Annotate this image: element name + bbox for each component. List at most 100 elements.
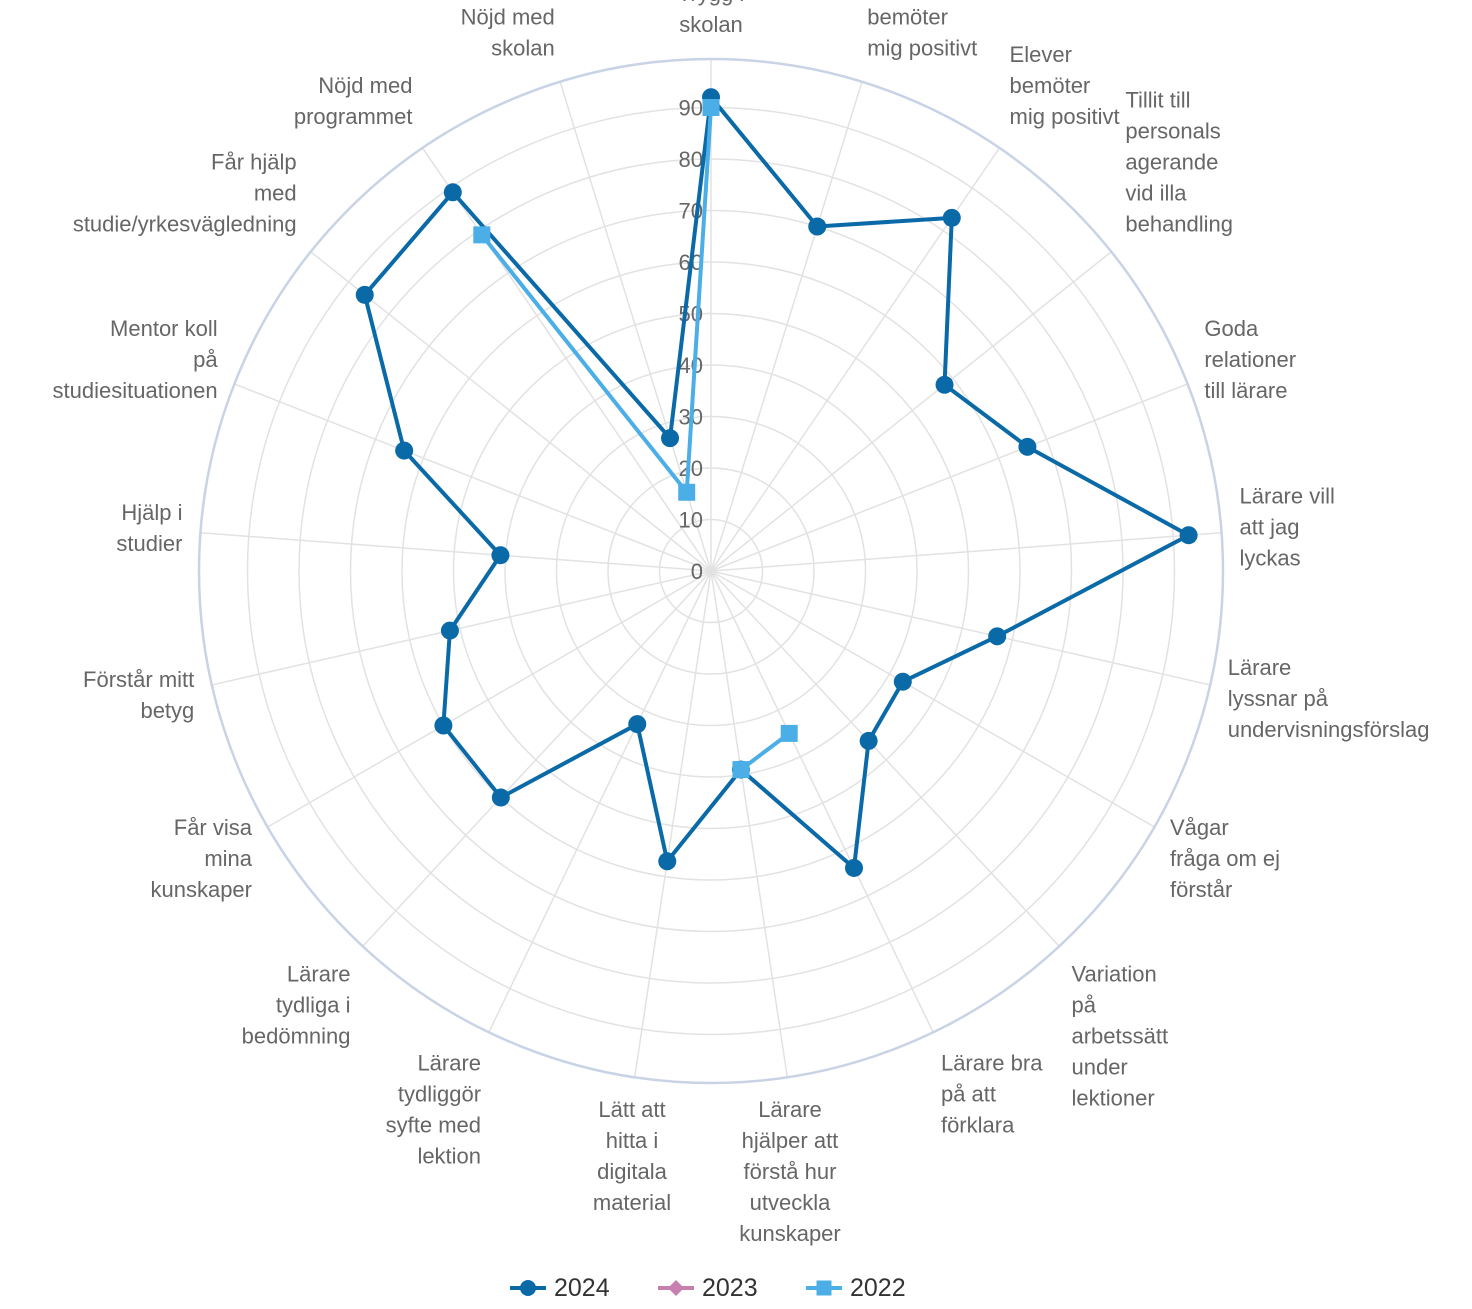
series-line-segment (900, 634, 1000, 684)
legend-item-2024[interactable]: 2024 (510, 1274, 610, 1302)
radial-tick-label: 40 (679, 353, 703, 378)
category-label: Vågar fråga om ej förstår (1170, 815, 1280, 902)
category-label: Lärare tydliggör syfte med lektion (386, 1051, 481, 1169)
data-point[interactable] (395, 441, 414, 460)
legend-marker (520, 1280, 536, 1296)
radial-tick-label: 90 (679, 96, 703, 121)
series-line-segment (498, 722, 640, 800)
data-point[interactable] (1018, 437, 1037, 456)
radial-tick-label: 80 (679, 147, 703, 172)
category-label: Förstår mitt betyg (83, 667, 194, 723)
grid-spoke (488, 570, 712, 1033)
series-line-segment (668, 95, 713, 441)
series-line-segment (362, 190, 455, 297)
series-line-segment (709, 95, 820, 229)
series-line-segment (635, 722, 670, 864)
grid-spoke (710, 570, 789, 1078)
data-point[interactable] (808, 217, 827, 236)
data-point[interactable] (935, 375, 954, 394)
category-label: Nöjd med programmet (294, 73, 413, 129)
legend-item-2022[interactable]: 2022 (806, 1274, 906, 1302)
data-point[interactable] (859, 731, 878, 750)
legend-label: 2024 (554, 1274, 610, 1302)
category-label: Tillit till personals agerande vid illa beha… (1125, 88, 1233, 237)
series-2024 (355, 88, 1198, 877)
series-line-segment (684, 105, 713, 495)
category-label: Mentor koll på studiesituationen (53, 316, 219, 403)
grid-spoke (710, 81, 863, 572)
grid-spoke (710, 251, 1112, 572)
category-label: Goda relationer till lärare (1204, 316, 1296, 403)
grid-spoke (200, 531, 712, 572)
category-label: Nöjd med skolan (461, 5, 555, 61)
grid-spoke (710, 570, 1155, 828)
data-point[interactable] (780, 724, 798, 742)
data-point[interactable] (702, 99, 720, 116)
category-label: Hjälp i studier (116, 500, 182, 556)
category-label: Lätt att hitta i digitala material (593, 1097, 671, 1215)
data-point[interactable] (443, 183, 462, 202)
category-label: Trygg iskolan (678, 0, 744, 37)
series-line-segment (441, 723, 503, 800)
series-line-segment (942, 382, 1030, 449)
grid-spoke (310, 251, 712, 572)
data-point[interactable] (661, 429, 680, 448)
series-line-segment (447, 553, 503, 633)
category-label: Lärare tydliga i bedömning (242, 962, 351, 1049)
grid-spoke (211, 570, 712, 686)
series-line-segment (866, 679, 905, 743)
series-line-segment (815, 215, 954, 229)
category-label: Lärare vill att jag lyckas (1240, 483, 1335, 570)
legend-marker (668, 1280, 684, 1296)
data-point[interactable] (678, 483, 696, 501)
series-2022 (473, 99, 798, 779)
grid-spoke (234, 383, 712, 572)
grid-spoke (710, 570, 1060, 947)
grid-spoke (421, 147, 712, 572)
data-point[interactable] (440, 621, 459, 640)
data-point[interactable] (628, 715, 647, 734)
category-labels: Trygg iskolan Personalbemötermig positivt… (53, 0, 1430, 1246)
series-line-segment (402, 448, 503, 558)
radial-tick-label: 0 (691, 559, 703, 584)
series-line-segment (362, 292, 407, 453)
data-point[interactable] (942, 208, 961, 227)
category-label: Lärare hjälper att förstå hur utveckla kunsk… (739, 1097, 841, 1246)
data-series (355, 88, 1198, 877)
grid-spoke (633, 570, 712, 1078)
grid-spoke (267, 570, 712, 828)
series-line-segment (479, 232, 689, 495)
grid-spoke (710, 570, 1211, 686)
radial-tick-label: 10 (679, 508, 703, 533)
legend-marker (816, 1280, 832, 1296)
category-label: Personalbemötermig positivt (867, 0, 977, 61)
data-point[interactable] (658, 852, 677, 871)
data-point[interactable] (732, 761, 750, 779)
data-point[interactable] (845, 858, 864, 877)
category-label: Variation på arbetssätt under lektioner (1071, 962, 1168, 1111)
category-label: Får visa mina kunskaper (150, 815, 252, 902)
legend-item-2023[interactable]: 2023 (658, 1274, 758, 1302)
series-line-segment (1025, 444, 1191, 538)
series-line-segment (738, 767, 857, 870)
legend-label: 2022 (850, 1274, 906, 1302)
category-label: Elever bemöter mig positivt (1010, 42, 1120, 129)
grid-spoke (710, 531, 1222, 572)
radar-grid (197, 57, 1225, 1085)
data-point[interactable] (473, 226, 491, 244)
data-point[interactable] (491, 546, 510, 565)
series-line-segment (665, 767, 743, 864)
legend: 2024 2023 2022 (510, 1274, 906, 1302)
grid-spoke (362, 570, 712, 947)
grid-spoke (710, 383, 1188, 572)
data-point[interactable] (355, 285, 374, 304)
data-point[interactable] (893, 672, 912, 691)
series-line-segment (942, 215, 954, 387)
data-point[interactable] (491, 788, 510, 807)
data-point[interactable] (1179, 526, 1198, 545)
data-point[interactable] (988, 627, 1007, 646)
category-label: Lärare lyssnar på undervisningsförslag (1228, 655, 1430, 742)
data-point[interactable] (434, 716, 453, 735)
category-label: Får hjälp med studie/yrkesvägledning (73, 150, 297, 237)
